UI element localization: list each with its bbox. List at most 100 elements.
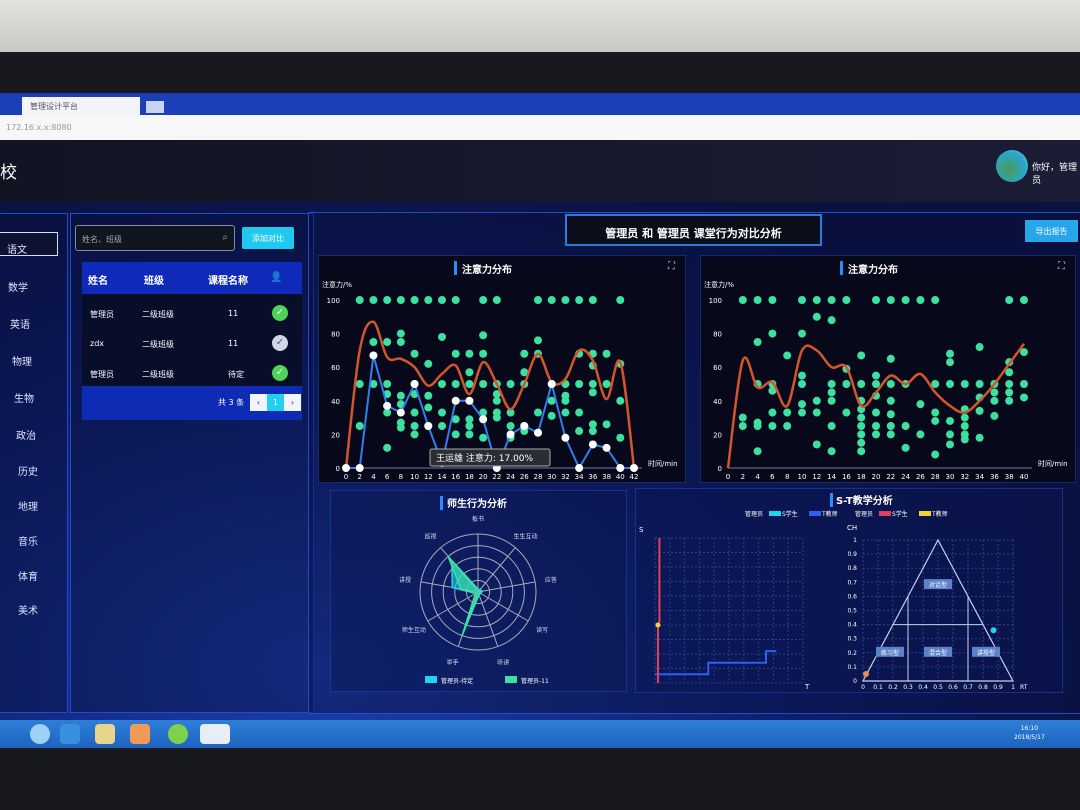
- folder-icon[interactable]: [95, 724, 115, 744]
- attention-dot: [1005, 368, 1014, 377]
- pagination: 共 3 条 ‹ 1 ›: [82, 386, 302, 420]
- attention-dot: [886, 410, 895, 419]
- page-button[interactable]: 1: [267, 394, 284, 411]
- fullscreen-icon: ⛶: [1057, 261, 1066, 272]
- student-point: [410, 380, 419, 388]
- attention-dot: [827, 422, 836, 430]
- table-row[interactable]: 管理员 二级班级 待定 ✓: [82, 362, 302, 386]
- y-axis-label: S: [639, 526, 644, 534]
- y-tick-label: 0: [853, 678, 857, 685]
- attention-dot: [872, 430, 880, 439]
- y-tick-label: 0.4: [847, 622, 857, 629]
- search-input[interactable]: 姓名、班级 ⌕: [75, 225, 235, 251]
- teacher-table: 管理员 二级班级 11 ✓ zdx 二级班级 11 ✓ 管理员 二级班级 待定 ✓: [82, 294, 302, 386]
- subject-item[interactable]: 英语: [10, 320, 30, 331]
- x-tick-label: 4: [755, 473, 760, 481]
- subject-item[interactable]: 物理: [12, 357, 32, 368]
- select-checkbox[interactable]: ✓: [272, 365, 288, 381]
- attention-dot: [827, 388, 836, 397]
- ie-icon[interactable]: [60, 724, 80, 744]
- subject-item[interactable]: 政治: [16, 431, 36, 442]
- x-tick-label: 8: [785, 473, 789, 481]
- attention-dot: [506, 422, 515, 430]
- attention-dot: [872, 296, 880, 304]
- subject-nav: [0, 213, 68, 713]
- chart-title: 注意力分布: [462, 263, 512, 276]
- chrome-icon[interactable]: [200, 724, 230, 744]
- student-point: [630, 464, 638, 472]
- browser-tab-bar: 管理设计平台: [0, 93, 1080, 115]
- y-tick-label: 40: [713, 398, 722, 406]
- app-icon[interactable]: [168, 724, 188, 744]
- table-row[interactable]: zdx 二级班级 11 ✓: [82, 332, 302, 356]
- attention-dot: [975, 433, 984, 442]
- title-marker: [830, 493, 833, 507]
- legend-swatch: [769, 511, 781, 516]
- student-point: [383, 401, 392, 410]
- title-marker: [840, 261, 843, 275]
- attention-dot: [479, 331, 488, 340]
- new-tab-button[interactable]: [146, 101, 164, 113]
- add-compare-button[interactable]: 添加对比: [242, 227, 294, 249]
- table-row[interactable]: 管理员 二级班级 11 ✓: [82, 302, 302, 326]
- x-tick-label: 30: [547, 473, 556, 481]
- attention-dot: [886, 430, 895, 439]
- prev-page-button[interactable]: ‹: [250, 394, 267, 411]
- attention-dot: [886, 354, 895, 363]
- student-point: [534, 428, 542, 437]
- browser-tab[interactable]: 管理设计平台: [22, 97, 140, 115]
- subject-item[interactable]: 体育: [18, 572, 38, 583]
- radar-axis-label: 讲授: [399, 576, 411, 584]
- attention-dot: [492, 413, 501, 422]
- attention-dot: [738, 413, 747, 422]
- chart-background: [635, 488, 1063, 693]
- taskbar: 16:10 2018/5/17: [0, 720, 1080, 748]
- attention-dot: [575, 427, 584, 436]
- legend-swatch: [879, 511, 891, 516]
- attention-dot: [946, 430, 954, 439]
- subject-item[interactable]: 美术: [18, 606, 38, 617]
- total-count: 共 3 条: [218, 398, 245, 407]
- address-bar[interactable]: 172.16.x.x:8080: [0, 115, 1080, 140]
- start-button-icon[interactable]: [30, 724, 50, 744]
- attention-dot: [451, 380, 460, 388]
- student-point: [616, 464, 625, 472]
- next-page-button[interactable]: ›: [284, 394, 301, 411]
- x-tick-label: 6: [385, 473, 390, 481]
- attention-dot: [479, 349, 488, 358]
- select-checkbox[interactable]: ✓: [272, 335, 288, 351]
- attention-dot: [424, 391, 433, 400]
- column-name: 姓名: [88, 276, 108, 287]
- legend-swatch: [505, 676, 517, 683]
- student-point: [575, 464, 584, 472]
- subject-item[interactable]: 音乐: [18, 537, 38, 548]
- x-axis-label: 时间/min: [648, 459, 678, 468]
- greeting: 你好，管理员: [1032, 163, 1078, 186]
- attention-dot: [768, 408, 777, 417]
- subject-item[interactable]: 语文: [0, 232, 58, 256]
- y-tick-label: 0.6: [847, 593, 857, 600]
- legend-swatch: [425, 676, 437, 683]
- media-player-icon[interactable]: [130, 724, 150, 744]
- attention-dot: [602, 349, 611, 358]
- legend-label: 管理员-11: [521, 677, 549, 685]
- attention-dot: [1020, 348, 1028, 357]
- subject-item[interactable]: 数学: [8, 283, 28, 294]
- avatar[interactable]: [996, 150, 1028, 182]
- attention-dot: [492, 390, 501, 399]
- radar-axis-label: 应答: [545, 576, 557, 584]
- attention-dot: [561, 396, 570, 405]
- export-report-button[interactable]: 导出报告: [1025, 220, 1078, 242]
- y-tick-label: 0.7: [847, 579, 857, 586]
- attention-dot: [424, 403, 433, 412]
- attention-dot: [960, 422, 969, 430]
- subject-item[interactable]: 地理: [18, 502, 38, 513]
- average-attention-line: [344, 320, 636, 469]
- x-tick-label: 22: [886, 473, 895, 481]
- attention-dot: [438, 332, 446, 341]
- attention-dot: [738, 422, 747, 430]
- subject-item[interactable]: 历史: [18, 467, 38, 478]
- subject-item[interactable]: 生物: [14, 394, 34, 405]
- x-tick-label: 0.7: [963, 684, 973, 691]
- select-checkbox[interactable]: ✓: [272, 305, 288, 321]
